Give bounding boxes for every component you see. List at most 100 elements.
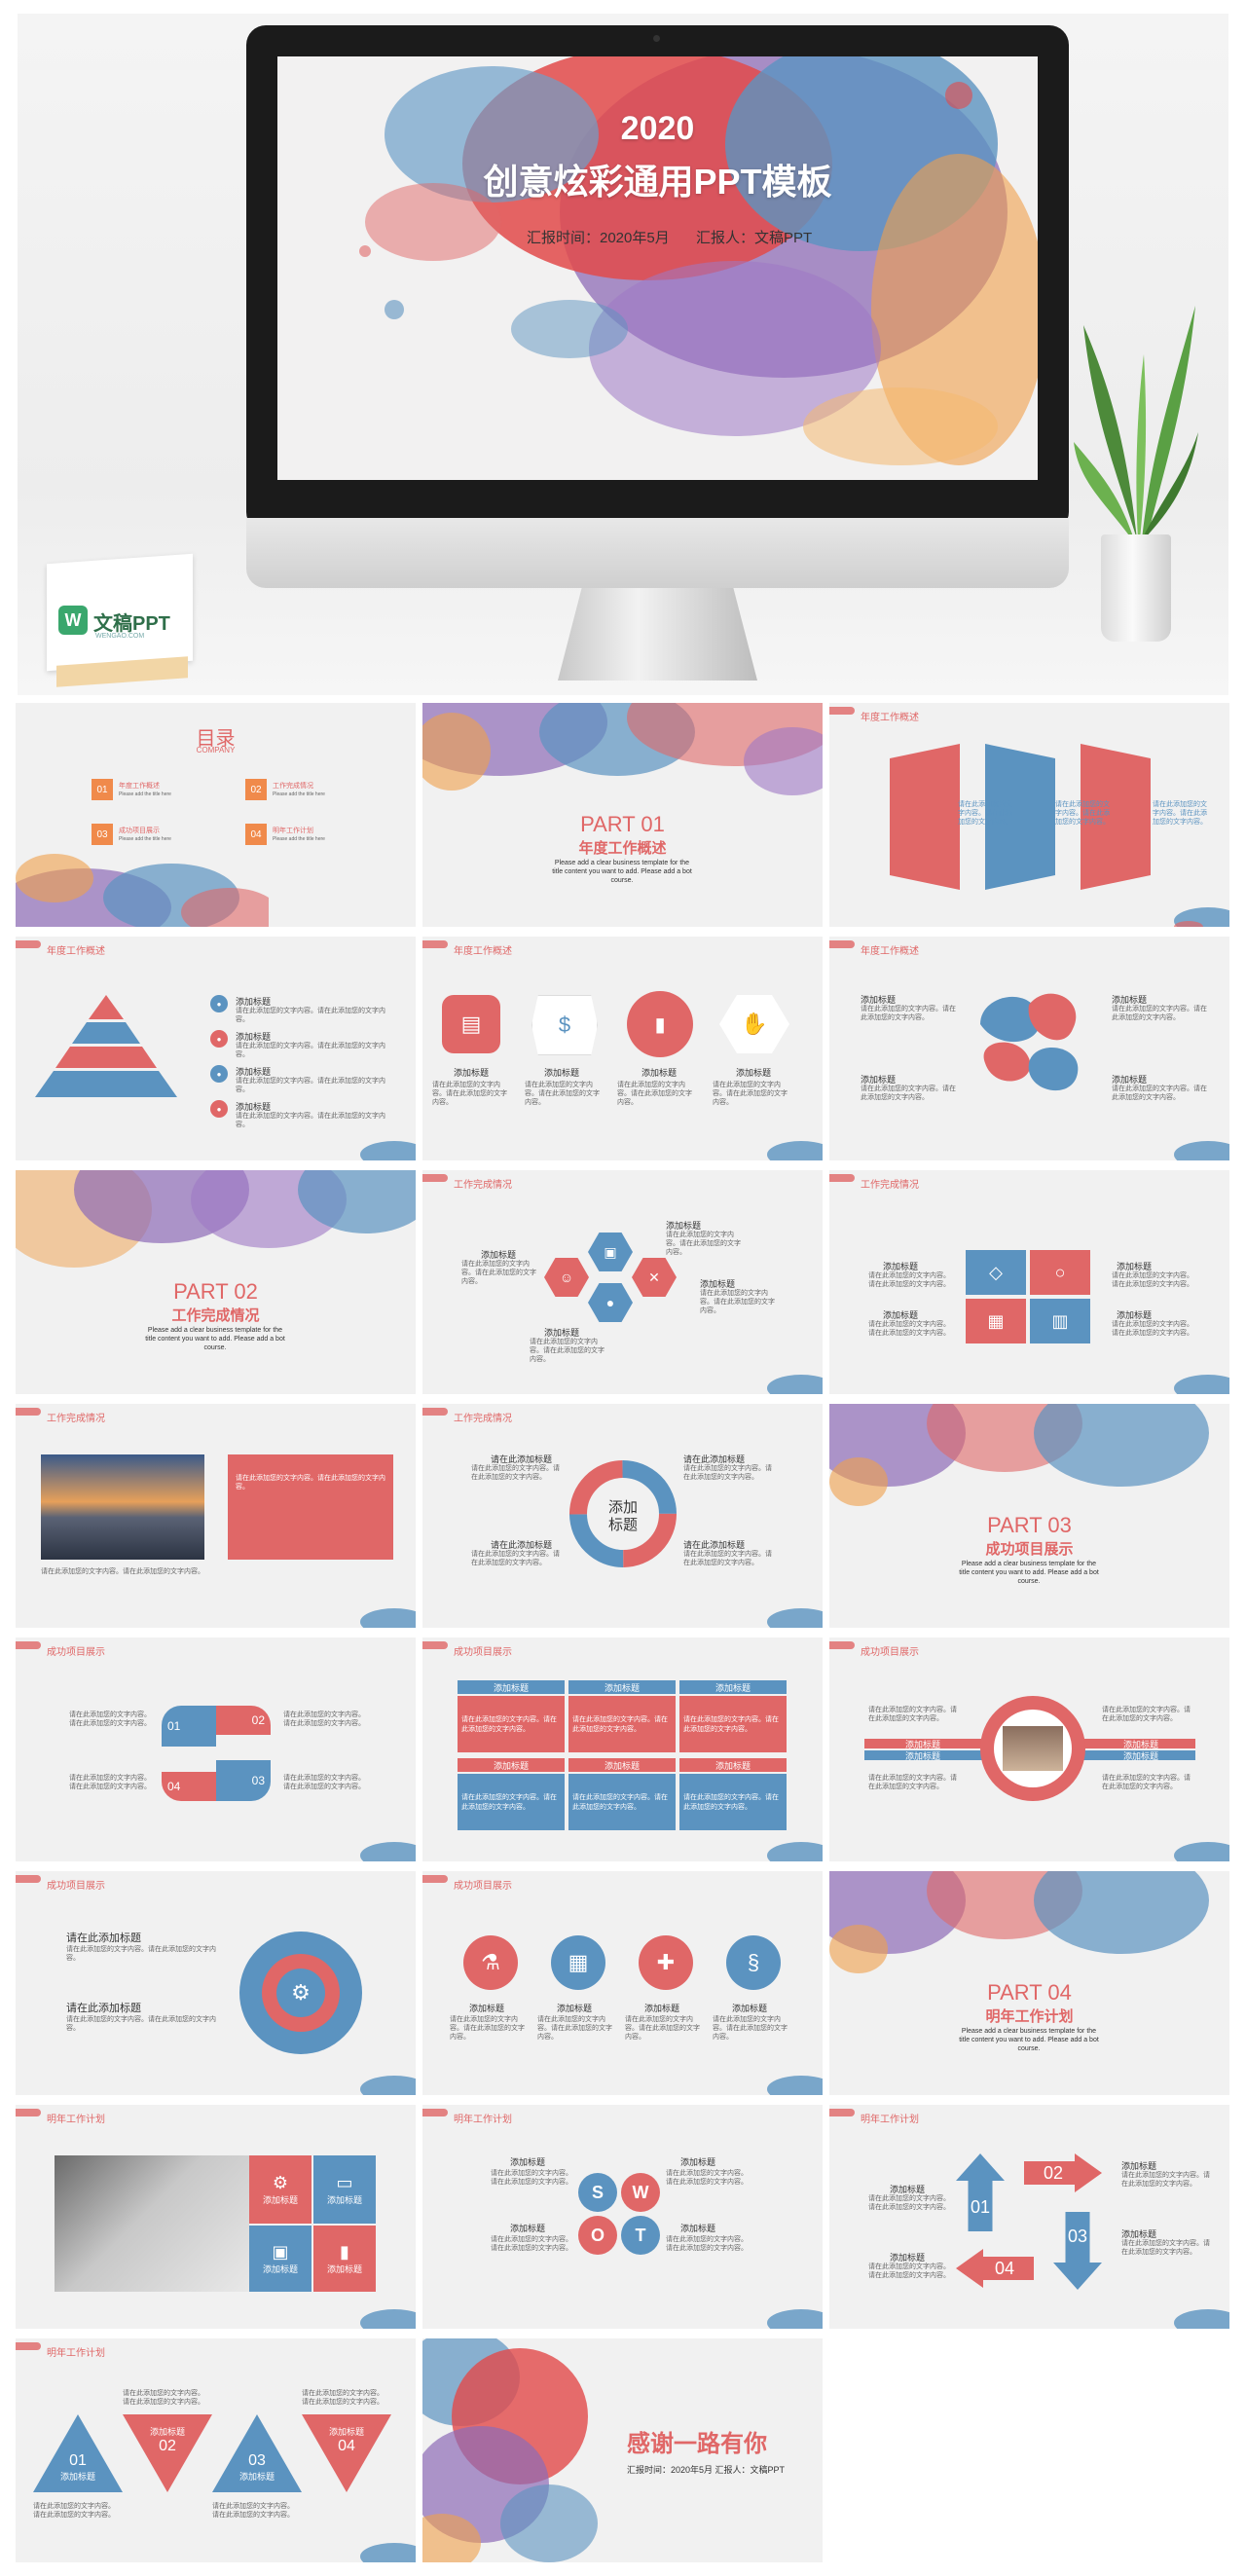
- corner-splash: [360, 2076, 416, 2095]
- slide-header: 明年工作计划: [454, 2115, 512, 2125]
- slide-table: 成功项目展示 添加标题 添加标题 添加标题 请在此添加您的文字内容。请在此添加您…: [422, 1638, 823, 1861]
- arrow-text-3: 请在此添加您的文字内容。请在此添加您的文字内容。: [1121, 2240, 1210, 2256]
- part-number: PART 01: [580, 812, 665, 836]
- toc-num: 01: [92, 779, 113, 800]
- blob-text-1: 请在此添加您的文字内容。请在此添加您的文字内容。: [861, 1006, 956, 1021]
- slide-gear-circle: 成功项目展示 请在此添加标题 请在此添加您的文字内容。请在此添加您的文字内容。 …: [16, 1871, 416, 2095]
- blob-title-1: 添加标题: [861, 995, 897, 1005]
- tri-text-bottom-1: 请在此添加您的文字内容。请在此添加您的文字内容。: [33, 2503, 115, 2519]
- blob-text-3: 请在此添加您的文字内容。请在此添加您的文字内容。: [861, 1086, 956, 1101]
- triangle-label: 添加标题: [149, 2426, 185, 2437]
- header-mark: [422, 2109, 448, 2116]
- swot-title-3: 添加标题: [510, 2224, 546, 2233]
- corner-splash: [360, 1608, 416, 1628]
- swot-text-1: 请在此添加您的文字内容。请在此添加您的文字内容。: [491, 2170, 572, 2186]
- cover-slide: 2020 创意炫彩通用PPT模板 汇报时间：2020年5月 汇报人：文稿PPT: [277, 56, 1038, 480]
- bar-chart-icon: ▮: [340, 2242, 349, 2262]
- part-number: PART 02: [173, 1279, 258, 1304]
- logo-icon: W: [58, 606, 88, 635]
- hex-title-1: 添加标题: [666, 1221, 702, 1231]
- slide-steps: 成功项目展示 01 02 04 03 请在此添加您的文字内容。请在此添加您的文字…: [16, 1638, 416, 1861]
- slide-header: 年度工作概述: [861, 713, 919, 723]
- hex-people-icon: ☺: [544, 1258, 589, 1297]
- slide-header: 工作完成情况: [861, 1180, 919, 1191]
- logo-text: 文稿PPT: [93, 613, 170, 635]
- splash-top: [829, 1871, 1209, 1973]
- item-title: 添加标题: [236, 997, 272, 1007]
- slide-hexagons: 工作完成情况 ☺ ▣ ✕ ● 添加标题 请在此添加您的文字内容。请在此添加您的文…: [422, 1170, 823, 1394]
- part-desc: Please add a clear business template for…: [552, 860, 692, 884]
- table-head-4: 添加标题: [458, 1758, 565, 1772]
- band-label-2: 添加标题: [904, 1750, 940, 1761]
- handshake-icon: ✋: [719, 995, 789, 1053]
- step-text-3: 请在此添加您的文字内容。请在此添加您的文字内容。: [69, 1775, 151, 1790]
- panel-text: 请在此添加您的文字内容。请在此添加您的文字内容。: [236, 1475, 385, 1490]
- swot-text-4: 请在此添加您的文字内容。请在此添加您的文字内容。: [666, 2236, 748, 2252]
- item-title: 添加标题: [236, 1032, 272, 1042]
- sci-title-1: 添加标题: [469, 2004, 505, 2013]
- gear-icon: ⚙: [276, 1969, 325, 2017]
- pyramid-chart: [35, 995, 177, 1097]
- tile-chart: ▮ 添加标题: [313, 2226, 376, 2292]
- ring-text-3: 请在此添加您的文字内容。请在此添加您的文字内容。: [471, 1551, 560, 1566]
- tile-settings: ⚙ 添加标题: [249, 2155, 312, 2224]
- triangle-num: 01: [69, 2451, 87, 2469]
- header-mark: [829, 1641, 855, 1649]
- band-label-4: 添加标题: [1122, 1750, 1158, 1761]
- toc-num: 04: [245, 824, 267, 845]
- item-text: 请在此添加您的文字内容。请在此添加您的文字内容。: [236, 1043, 385, 1058]
- photo-ring: [980, 1696, 1085, 1801]
- slide-blobs: 年度工作概述 添加标题 请在此添加您的文字内容。请在此添加您的文字内容。 添加标…: [829, 937, 1229, 1160]
- slide-part-03: PART 03 成功项目展示 Please add a clear busine…: [829, 1404, 1229, 1628]
- tri-text-top-1: 请在此添加您的文字内容。请在此添加您的文字内容。: [123, 2390, 204, 2406]
- slide-header: 年度工作概述: [454, 946, 512, 957]
- slide-header: 年度工作概述: [861, 946, 919, 957]
- corner-splash: [1174, 1375, 1229, 1394]
- header-mark: [16, 940, 41, 948]
- toc-title: 目录: [196, 728, 236, 750]
- triangle-num: 02: [159, 2437, 176, 2454]
- tri-text-bottom-2: 请在此添加您的文字内容。请在此添加您的文字内容。: [212, 2503, 294, 2519]
- item-text: 请在此添加您的文字内容。请在此添加您的文字内容。: [236, 1113, 385, 1128]
- toc-subtitle: COMPANY: [196, 746, 236, 754]
- ring-title-2: 请在此添加标题: [683, 1454, 746, 1464]
- ring-title-1: 请在此添加标题: [491, 1454, 553, 1464]
- bar-chart-icon: ▮: [627, 991, 693, 1057]
- grid-title-2: 添加标题: [1117, 1262, 1153, 1271]
- item-text: 请在此添加您的文字内容。请在此添加您的文字内容。: [236, 1078, 385, 1093]
- header-mark: [422, 1641, 448, 1649]
- monitor-frame: 2020 创意炫彩通用PPT模板 汇报时间：2020年5月 汇报人：文稿PPT: [246, 25, 1069, 532]
- corner-splash: [767, 1141, 823, 1160]
- hex-title-4: 添加标题: [544, 1328, 580, 1338]
- pin-icon: ●: [210, 995, 228, 1012]
- triangle-label: 添加标题: [328, 2426, 364, 2437]
- arrow-text-2: 请在此添加您的文字内容。请在此添加您的文字内容。: [1121, 2172, 1210, 2188]
- slide-header: 工作完成情况: [454, 1414, 512, 1424]
- part-number: PART 04: [987, 1980, 1072, 2005]
- part-title: 工作完成情况: [171, 1307, 260, 1324]
- part-desc: Please add a clear business template for…: [959, 2028, 1099, 2052]
- pyramid-item-3: ● 添加标题 请在此添加您的文字内容。请在此添加您的文字内容。: [210, 1065, 405, 1100]
- swot-t: T: [621, 2216, 660, 2255]
- slide-pyramid: 年度工作概述 ● 添加标题 请在此添加您的文字内容。请在此添加您的文字内容。 ●…: [16, 937, 416, 1160]
- toc-sub: Please add the title here: [119, 791, 171, 797]
- caption-text: 请在此添加您的文字内容。请在此添加您的文字内容。: [41, 1568, 204, 1575]
- step-text-1: 请在此添加您的文字内容。请在此添加您的文字内容。: [69, 1711, 151, 1727]
- pyramid-list: ● 添加标题 请在此添加您的文字内容。请在此添加您的文字内容。 ● 添加标题 请…: [210, 995, 405, 1135]
- icon-text-1: 请在此添加您的文字内容。请在此添加您的文字内容。: [432, 1082, 507, 1106]
- corner-splash: [360, 1141, 416, 1160]
- trapezoid-3: [1081, 744, 1151, 890]
- header-mark: [829, 707, 855, 715]
- item-title: 添加标题: [236, 1067, 272, 1077]
- trap-text-1: 请在此添加您的文字内容。请在此添加您的文字内容。: [958, 801, 1012, 826]
- part-title: 年度工作概述: [578, 840, 667, 857]
- calendar-icon: ▦: [966, 1299, 1026, 1343]
- city-skyline-image: [41, 1454, 204, 1560]
- swot-text-3: 请在此添加您的文字内容。请在此添加您的文字内容。: [491, 2236, 572, 2252]
- blob-text-2: 请在此添加您的文字内容。请在此添加您的文字内容。: [1112, 1006, 1207, 1021]
- swot-text-2: 请在此添加您的文字内容。请在此添加您的文字内容。: [666, 2170, 748, 2186]
- monitor-stand: [558, 588, 757, 681]
- swot-w: W: [621, 2173, 660, 2212]
- step-04: 04: [162, 1772, 216, 1801]
- blob-text-4: 请在此添加您的文字内容。请在此添加您的文字内容。: [1112, 1086, 1207, 1101]
